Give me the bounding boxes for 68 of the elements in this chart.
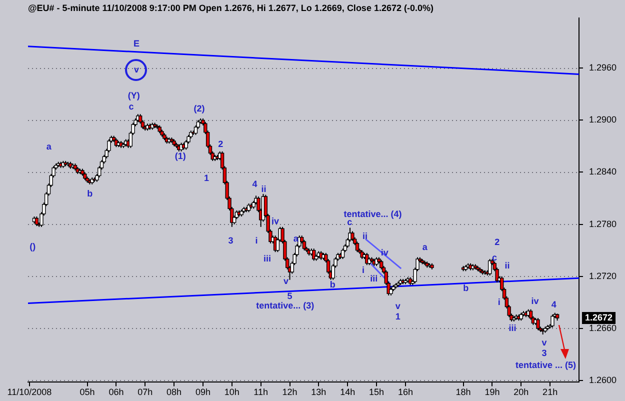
- annotation: (): [30, 241, 36, 252]
- x-tick-label: 11/10/2008: [7, 387, 52, 398]
- annotation: tentative ... (5): [515, 360, 576, 370]
- annotation: 5: [287, 290, 292, 301]
- annotation: b: [330, 280, 336, 290]
- x-tick-label: 13h: [311, 387, 326, 398]
- annotation: 2: [218, 138, 224, 149]
- annotation: iii: [370, 273, 378, 284]
- annotation: 2: [494, 237, 500, 247]
- annotation: 4: [551, 299, 556, 310]
- x-tick-label: 21h: [542, 387, 558, 398]
- x-tick-label: 05h: [80, 387, 95, 398]
- annotation: c: [128, 102, 134, 112]
- x-tick-label: 20h: [514, 387, 529, 398]
- annotation: (2): [194, 103, 205, 114]
- annotation: i: [255, 235, 258, 246]
- annotation: tentative... (3): [256, 300, 314, 310]
- annotation: v: [542, 338, 547, 348]
- x-tick-label: 06h: [108, 387, 124, 398]
- annotation: c: [492, 252, 498, 263]
- annotation: iii: [508, 322, 516, 333]
- annotation: 4: [252, 178, 258, 189]
- annotation: iv: [272, 216, 280, 226]
- annotation: ii: [362, 230, 368, 241]
- annotation: a: [293, 234, 300, 244]
- x-tick-label: 15h: [369, 387, 384, 398]
- x-tick-label: 12h: [282, 387, 298, 398]
- annotation: ii: [261, 184, 266, 194]
- y-tick-label: 1.2960: [589, 62, 617, 73]
- x-tick-label: 11h: [254, 387, 268, 398]
- annotation: v: [134, 64, 139, 74]
- annotation: (Y): [128, 90, 140, 100]
- annotation: iii: [263, 253, 271, 264]
- annotation: ii: [504, 260, 510, 270]
- annotation: iv: [380, 247, 388, 258]
- text: 1.2672: [585, 312, 613, 322]
- annotation: i: [498, 296, 500, 307]
- y-tick-label: 1.2660: [589, 322, 617, 333]
- annotation: b: [87, 188, 94, 198]
- x-tick-label: 08h: [166, 387, 182, 398]
- annotation: 1: [395, 312, 400, 322]
- annotation: 1: [204, 172, 209, 183]
- x-tick-label: 10h: [224, 387, 240, 398]
- annotation: i: [362, 264, 364, 275]
- annotation: v: [395, 301, 400, 312]
- annotation: a: [46, 142, 52, 152]
- annotation: v: [283, 276, 289, 286]
- annotation: (1): [174, 151, 186, 162]
- annotation: tentative... (4): [344, 209, 402, 220]
- y-tick-label: 1.2600: [589, 374, 617, 385]
- chart-title: @EU# - 5-minute 11/10/2008 9:17:00 PM Open 1.2676, Hi 1.2677, Lo 1.2669, Close 1.2672 (-0.0%): [28, 2, 434, 13]
- x-tick-label: 09h: [195, 387, 211, 398]
- annotation: b: [463, 282, 470, 293]
- x-tick-label: 19h: [484, 387, 500, 398]
- y-tick-label: 1.2840: [589, 166, 617, 177]
- annotation: iv: [531, 296, 539, 306]
- y-tick-label: 1.2900: [589, 114, 617, 125]
- x-tick-label: 14h: [340, 387, 356, 398]
- x-tick-label: 18h: [456, 387, 471, 398]
- x-tick-label: 07h: [138, 387, 153, 398]
- annotation: a: [422, 242, 428, 252]
- x-tick-label: 16h: [398, 387, 413, 398]
- annotation: 3: [228, 235, 234, 246]
- y-tick-label: 1.2720: [589, 270, 617, 281]
- annotation: E: [133, 38, 140, 48]
- annotation: c: [347, 217, 352, 228]
- y-tick-label: 1.2780: [589, 218, 617, 229]
- annotation: 3: [542, 348, 547, 358]
